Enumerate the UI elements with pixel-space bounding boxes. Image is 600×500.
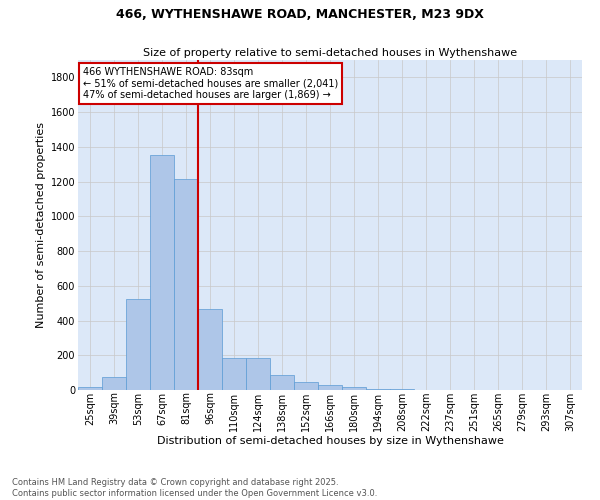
Bar	[318, 385, 342, 390]
Y-axis label: Number of semi-detached properties: Number of semi-detached properties	[37, 122, 46, 328]
Bar	[342, 386, 366, 390]
Bar	[366, 389, 390, 390]
Text: 466 WYTHENSHAWE ROAD: 83sqm
← 51% of semi-detached houses are smaller (2,041)
47: 466 WYTHENSHAWE ROAD: 83sqm ← 51% of sem…	[83, 67, 338, 100]
Bar	[270, 375, 294, 390]
Text: Contains HM Land Registry data © Crown copyright and database right 2025.
Contai: Contains HM Land Registry data © Crown c…	[12, 478, 377, 498]
Bar	[126, 299, 150, 390]
Bar	[222, 358, 246, 390]
Bar	[102, 377, 126, 390]
Bar	[246, 358, 270, 390]
Bar	[390, 389, 414, 390]
Bar	[78, 386, 102, 390]
X-axis label: Distribution of semi-detached houses by size in Wythenshawe: Distribution of semi-detached houses by …	[157, 436, 503, 446]
Bar	[198, 309, 222, 390]
Text: 466, WYTHENSHAWE ROAD, MANCHESTER, M23 9DX: 466, WYTHENSHAWE ROAD, MANCHESTER, M23 9…	[116, 8, 484, 20]
Title: Size of property relative to semi-detached houses in Wythenshawe: Size of property relative to semi-detach…	[143, 48, 517, 58]
Bar	[150, 154, 174, 390]
Bar	[294, 382, 318, 390]
Bar	[174, 179, 198, 390]
